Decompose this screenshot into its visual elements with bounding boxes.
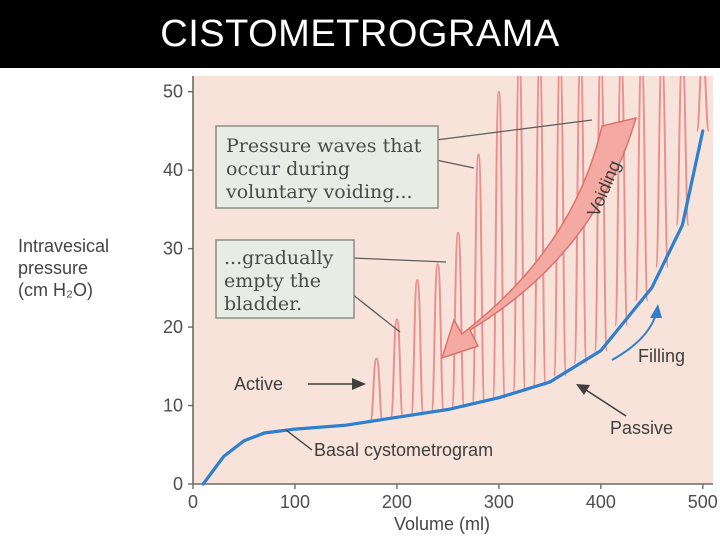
cystometrogram-chart: Intravesical pressure (cm H₂O) Volume (m… bbox=[18, 76, 718, 534]
callout-text: ...gradually empty the bladder. bbox=[224, 247, 339, 315]
leader-line bbox=[435, 159, 475, 169]
callout-box bbox=[215, 239, 355, 319]
x-tick-label: 100 bbox=[280, 492, 310, 512]
y-axis-label-line: pressure bbox=[18, 258, 88, 278]
pressure-wave bbox=[654, 76, 670, 268]
y-tick-label: 40 bbox=[163, 160, 183, 180]
pressure-wave bbox=[614, 76, 629, 327]
slide-title: CISTOMETROGRAMA bbox=[160, 12, 560, 55]
pressure-wave bbox=[675, 76, 690, 227]
x-tick-label: 500 bbox=[688, 492, 718, 512]
tick-labels: 0 100 200 300 400 500 0 10 20 30 40 50 bbox=[163, 82, 718, 512]
pressure-wave bbox=[634, 76, 649, 302]
basal-curve bbox=[201, 129, 705, 486]
y-tick-label: 50 bbox=[163, 82, 183, 102]
x-tick-label: 200 bbox=[382, 492, 412, 512]
pressure-wave bbox=[430, 263, 445, 412]
voiding-arrow bbox=[440, 116, 638, 360]
leader-line bbox=[351, 293, 401, 333]
leader-line bbox=[351, 257, 447, 263]
title-bar: CISTOMETROGRAMA bbox=[0, 0, 720, 68]
x-tick-label: 0 bbox=[188, 492, 198, 512]
pressure-wave bbox=[410, 278, 425, 416]
active-arrow bbox=[308, 378, 366, 390]
y-tick-label: 30 bbox=[163, 239, 183, 259]
pressure-waves bbox=[369, 76, 710, 422]
pressure-wave bbox=[552, 76, 568, 377]
callout-voiding-waves: Pressure waves that occur during volunta… bbox=[215, 119, 593, 209]
filling-arrow bbox=[611, 304, 662, 361]
pressure-wave bbox=[512, 76, 527, 393]
basal-leader bbox=[285, 429, 313, 451]
y-tick-label: 0 bbox=[173, 474, 183, 494]
x-tick-label: 400 bbox=[586, 492, 616, 512]
basal-label: Basal cystometrogram bbox=[314, 440, 493, 460]
x-tick-label: 300 bbox=[484, 492, 514, 512]
x-axis-label: Volume (ml) bbox=[394, 514, 490, 534]
y-axis-label: Intravesical pressure (cm H₂O) bbox=[18, 236, 114, 300]
pressure-wave bbox=[695, 76, 710, 132]
passive-label: Passive bbox=[610, 418, 673, 438]
callout-box bbox=[215, 125, 439, 209]
pressure-wave bbox=[573, 76, 588, 365]
y-axis-label-line: (cm H₂O) bbox=[18, 280, 93, 300]
leader-line bbox=[435, 119, 593, 141]
y-tick-label: 10 bbox=[163, 396, 183, 416]
pressure-wave bbox=[593, 76, 608, 352]
pressure-wave bbox=[532, 76, 547, 387]
passive-arrow bbox=[576, 384, 627, 417]
cystometrogram-figure: Intravesical pressure (cm H₂O) Volume (m… bbox=[0, 68, 720, 540]
pressure-wave bbox=[369, 357, 384, 422]
pressure-wave bbox=[451, 231, 466, 409]
active-label: Active bbox=[234, 374, 283, 394]
pressure-wave bbox=[389, 318, 404, 419]
y-tick-label: 20 bbox=[163, 317, 183, 337]
callout-empty-bladder: ...gradually empty the bladder. bbox=[215, 239, 447, 333]
y-axis-label-line: Intravesical bbox=[18, 236, 109, 256]
pressure-wave bbox=[491, 90, 506, 399]
filling-label: Filling bbox=[638, 346, 685, 366]
callout-text: Pressure waves that occur during volunta… bbox=[225, 135, 427, 203]
